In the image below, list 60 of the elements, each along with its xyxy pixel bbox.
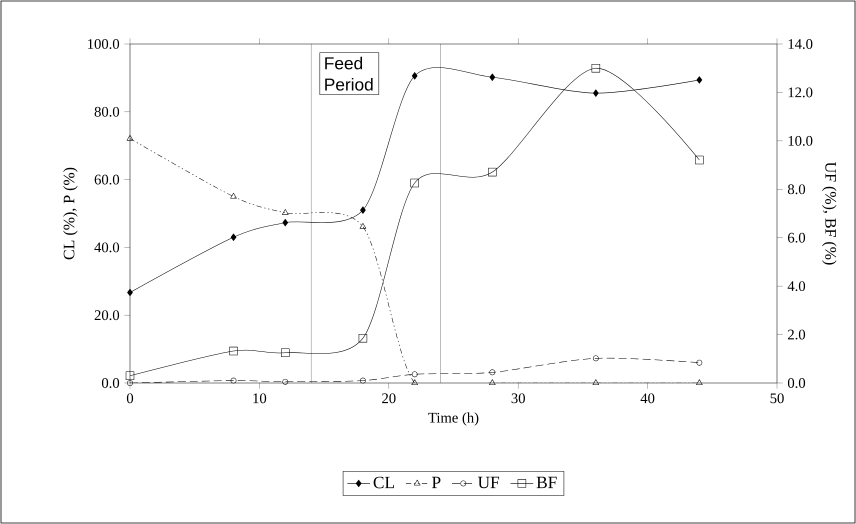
point [488, 168, 497, 176]
y2-tick-label: 2.0 [788, 330, 806, 340]
x-tick-label: 50 [770, 393, 784, 404]
x-tick-label: 10 [253, 393, 266, 404]
point [592, 89, 599, 97]
point [229, 346, 238, 356]
point [412, 371, 418, 378]
point [696, 360, 702, 366]
point [360, 206, 366, 214]
point [230, 192, 237, 199]
y-axis-title: CL (%), P (%) [63, 168, 78, 260]
point [592, 379, 600, 385]
point [410, 178, 419, 188]
point [360, 223, 366, 229]
y-tick-label: 0.0 [102, 378, 120, 388]
point [281, 348, 290, 357]
y-tick-label: 80.0 [94, 106, 120, 117]
point [358, 334, 368, 342]
x-tick-label: 30 [512, 393, 525, 404]
legend-label: BF [536, 476, 557, 488]
y-tick-label: 40.0 [94, 242, 120, 252]
point [411, 379, 418, 385]
legend-label: CL [374, 476, 394, 488]
x-tick-label: 0 [126, 393, 134, 404]
y2-tick-label: 4.0 [788, 281, 806, 292]
x-tick-label: 20 [382, 393, 396, 404]
point [126, 134, 134, 141]
y2-tick-label: 14.0 [788, 39, 812, 49]
y-tick-label: 20.0 [94, 310, 120, 320]
point [127, 380, 133, 386]
y2-tick-label: 8.0 [788, 184, 806, 194]
x-axis-title: Time (h) [428, 412, 478, 426]
point [282, 209, 289, 215]
legend-label: UF [478, 476, 500, 488]
point [126, 371, 134, 380]
point [230, 234, 236, 241]
y2-axis-title: UF (%), BF (%) [822, 162, 837, 265]
point [592, 355, 599, 362]
x-tick-label: 40 [640, 393, 654, 404]
point [412, 72, 418, 80]
point [282, 218, 288, 226]
point [360, 378, 366, 384]
point [696, 379, 703, 385]
y2-tick-label: 0.0 [788, 378, 806, 388]
point [695, 156, 704, 164]
point [592, 64, 600, 72]
point [282, 378, 288, 385]
y2-tick-label: 12.0 [788, 87, 812, 98]
point [127, 288, 133, 296]
y2-tick-label: 6.0 [788, 232, 806, 243]
point [230, 378, 236, 384]
annotation: Feed Period [325, 56, 373, 91]
legend-label: P [432, 476, 440, 488]
y-tick-label: 60.0 [94, 174, 120, 185]
point [696, 76, 702, 84]
y-tick-label: 100.0 [88, 39, 120, 49]
point [489, 74, 496, 81]
y2-tick-label: 10.0 [788, 136, 812, 146]
point [489, 369, 496, 376]
point [489, 379, 496, 385]
